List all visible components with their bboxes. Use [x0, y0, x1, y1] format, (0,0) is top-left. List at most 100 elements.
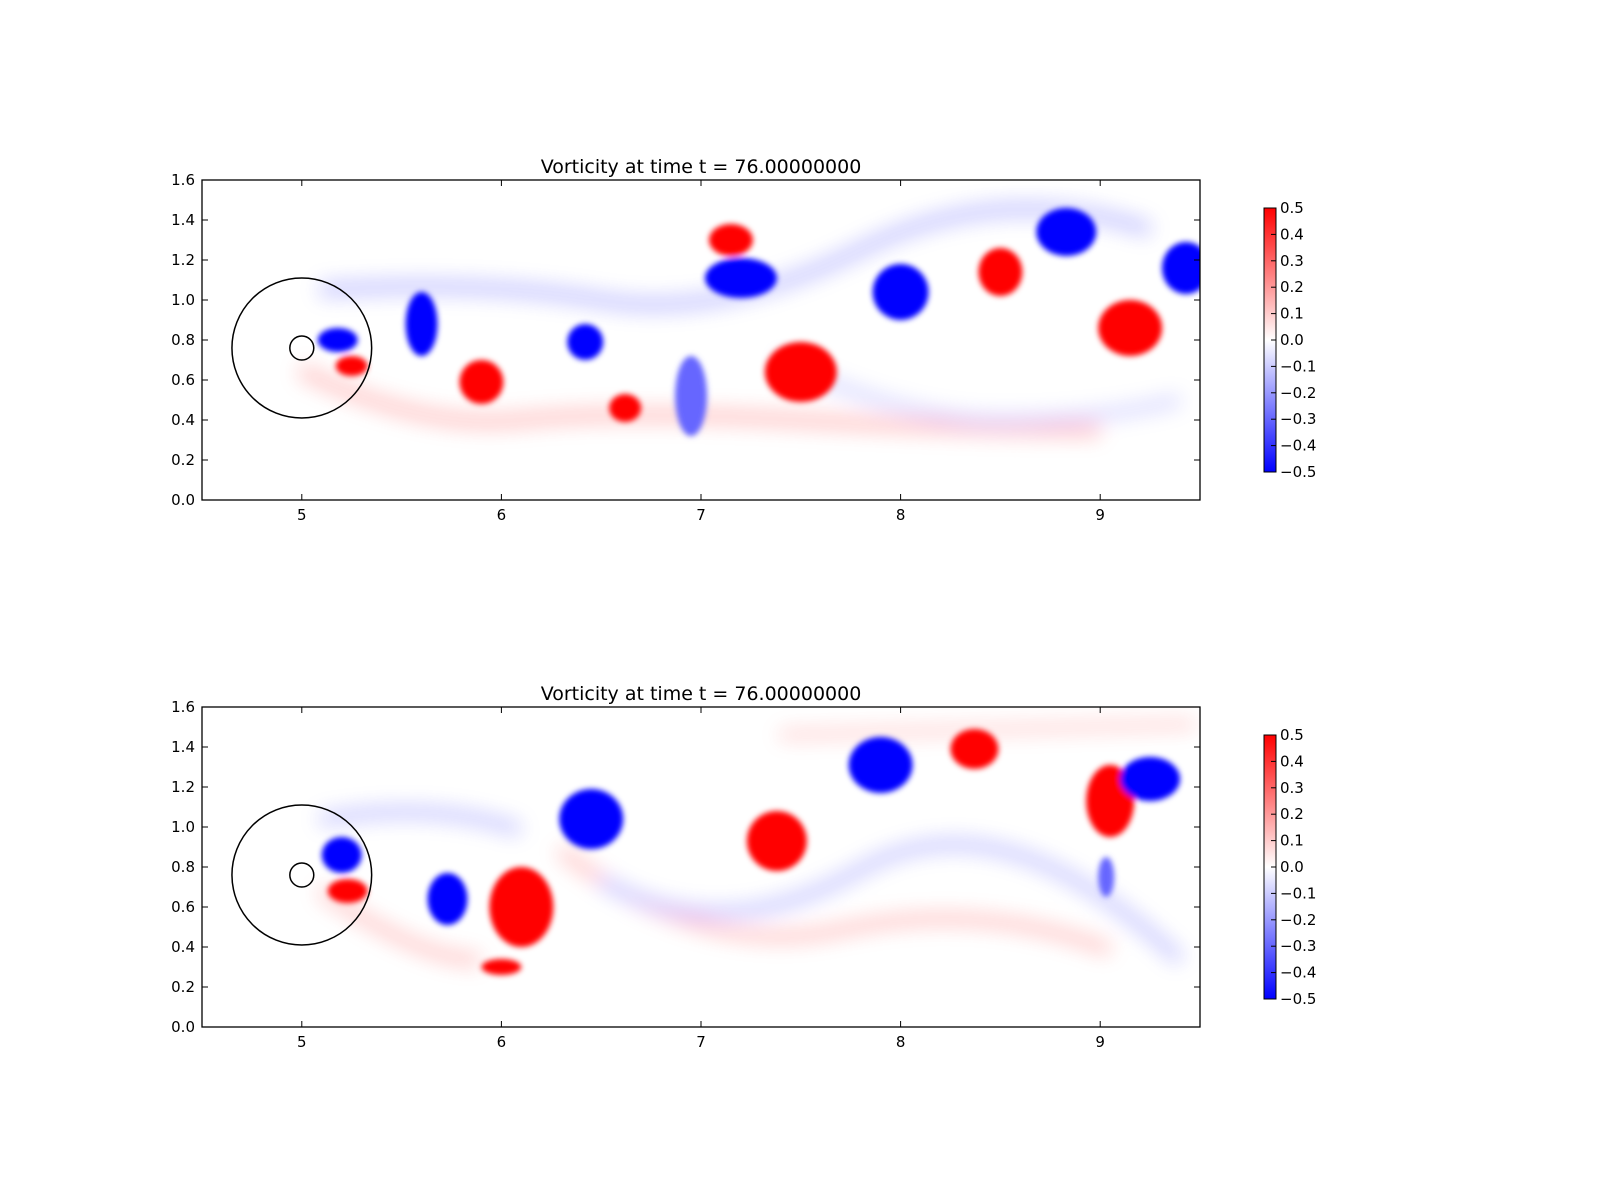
y-tick-label: 0.6 [171, 898, 195, 916]
y-ticks: 0.0 0.2 0.4 0.6 0.8 1.0 1.2 1.4 1.6 [171, 698, 1200, 1036]
y-tick-label: 1.0 [171, 818, 195, 836]
x-tick-label: 8 [896, 1033, 906, 1051]
positive-vortex [978, 248, 1023, 296]
colorbar-tick-label: −0.2 [1280, 384, 1316, 402]
y-tick-label: 0.0 [171, 491, 195, 509]
positive-vortex [764, 342, 837, 402]
vortex-layer [317, 208, 1200, 436]
x-tick-label: 7 [696, 1033, 706, 1051]
plot-title: Vorticity at time t = 76.00000000 [541, 156, 862, 178]
plot-title: Vorticity at time t = 76.00000000 [541, 683, 862, 705]
colorbar-tick-label: −0.3 [1280, 937, 1316, 955]
colorbar-tick-label: 0.2 [1280, 805, 1304, 823]
negative-vortex [427, 873, 468, 925]
plot-background [202, 707, 1200, 1027]
negative-vortex [321, 837, 362, 873]
y-tick-label: 0.8 [171, 331, 195, 349]
colorbar-tick-label: 0.4 [1280, 225, 1304, 243]
x-ticks: 5 6 7 8 9 [297, 707, 1105, 1051]
positive-vortex [1098, 300, 1163, 356]
colorbar-tick-label: 0.2 [1280, 278, 1304, 296]
wake-shear-layers [316, 720, 1196, 966]
y-tick-label: 0.8 [171, 858, 195, 876]
x-tick-label: 9 [1095, 1033, 1105, 1051]
negative-vortex [405, 292, 438, 356]
x-tick-label: 6 [497, 506, 507, 524]
y-tick-label: 0.4 [171, 411, 195, 429]
y-tick-label: 0.6 [171, 371, 195, 389]
plot-area [202, 707, 1200, 1027]
y-tick-label: 1.6 [171, 698, 195, 716]
plot-background [202, 180, 1200, 500]
colorbar-tick-label: 0.4 [1280, 752, 1304, 770]
cylinder-circle-overlay [289, 862, 315, 888]
x-tick-label: 7 [696, 506, 706, 524]
y-tick-label: 1.6 [171, 171, 195, 189]
negative-vortex [848, 737, 913, 793]
colorbar-tick-label: −0.5 [1280, 990, 1316, 1008]
colorbar-tick-label: 0.3 [1280, 252, 1304, 270]
negative-vortex [872, 264, 929, 320]
overlay-layer [231, 277, 373, 419]
positive-vortex [335, 356, 368, 376]
outer-circle-overlay [231, 277, 373, 419]
colorbar-ticks: 0.5 0.4 0.3 0.2 0.1 0.0 −0.1 −0.2 −0.3 −0.4 −0.5 [1271, 726, 1316, 1008]
colorbar-tick-label: −0.4 [1280, 437, 1316, 455]
x-tick-label: 5 [297, 506, 307, 524]
colorbar-tick-label: 0.0 [1280, 858, 1304, 876]
y-tick-label: 1.0 [171, 291, 195, 309]
wake-shear-positive [296, 363, 1101, 437]
y-tick-label: 1.4 [171, 738, 195, 756]
colorbar-tick-label: 0.0 [1280, 331, 1304, 349]
x-tick-label: 6 [497, 1033, 507, 1051]
negative-vortex [704, 258, 777, 298]
colorbar-tick-label: −0.2 [1280, 911, 1316, 929]
y-tick-label: 1.2 [171, 251, 195, 269]
colorbar-tick-label: 0.1 [1280, 305, 1304, 323]
negative-vortex [1162, 242, 1200, 294]
positive-vortex [481, 959, 522, 975]
colorbar-tick-label: 0.5 [1280, 726, 1304, 744]
y-tick-label: 1.4 [171, 211, 195, 229]
wake-shear-negative [318, 806, 1185, 965]
colorbar-tick-label: 0.1 [1280, 832, 1304, 850]
y-tick-label: 0.2 [171, 978, 195, 996]
cylinder-circle-overlay [289, 335, 315, 361]
plot-area [202, 180, 1200, 500]
colorbar-tick-label: −0.1 [1280, 884, 1316, 902]
colorbar-tick-label: 0.3 [1280, 779, 1304, 797]
negative-vortex [1098, 857, 1115, 897]
colorbar-tick-label: −0.4 [1280, 964, 1316, 982]
colorbar: 0.5 0.4 0.3 0.2 0.1 0.0 −0.1 −0.2 −0.3 −0.4 −0.5 [1263, 726, 1316, 1008]
colorbar-tick-label: −0.1 [1280, 357, 1316, 375]
x-ticks: 5 6 7 8 9 [297, 180, 1105, 524]
negative-vortex [1120, 757, 1181, 801]
positive-vortex [746, 811, 807, 871]
positive-vortex [950, 729, 999, 769]
colorbar-ticks: 0.5 0.4 0.3 0.2 0.1 0.0 −0.1 −0.2 −0.3 −0.4 −0.5 [1271, 199, 1316, 481]
colorbar-tick-label: −0.3 [1280, 410, 1316, 428]
colorbar-tick-label: −0.5 [1280, 463, 1316, 481]
x-tick-label: 8 [896, 506, 906, 524]
x-tick-label: 5 [297, 1033, 307, 1051]
colorbar-tick-label: 0.5 [1280, 199, 1304, 217]
negative-vortex [675, 356, 707, 436]
negative-vortex [317, 328, 358, 352]
vortex-layer [321, 729, 1181, 975]
colorbar: 0.5 0.4 0.3 0.2 0.1 0.0 −0.1 −0.2 −0.3 −0.4 −0.5 [1263, 199, 1316, 481]
positive-vortex [708, 224, 753, 256]
positive-vortex [327, 879, 368, 903]
y-ticks: 0.0 0.2 0.4 0.6 0.8 1.0 1.2 1.4 1.6 [171, 171, 1200, 509]
wake-shear-tail [777, 355, 1182, 426]
positive-vortex [609, 394, 642, 422]
positive-vortex [459, 360, 504, 404]
wake-shear-top [779, 720, 1196, 739]
overlay-layer [231, 804, 373, 946]
negative-vortex [567, 324, 604, 360]
y-tick-label: 0.0 [171, 1018, 195, 1036]
y-tick-label: 1.2 [171, 778, 195, 796]
y-tick-label: 0.2 [171, 451, 195, 469]
